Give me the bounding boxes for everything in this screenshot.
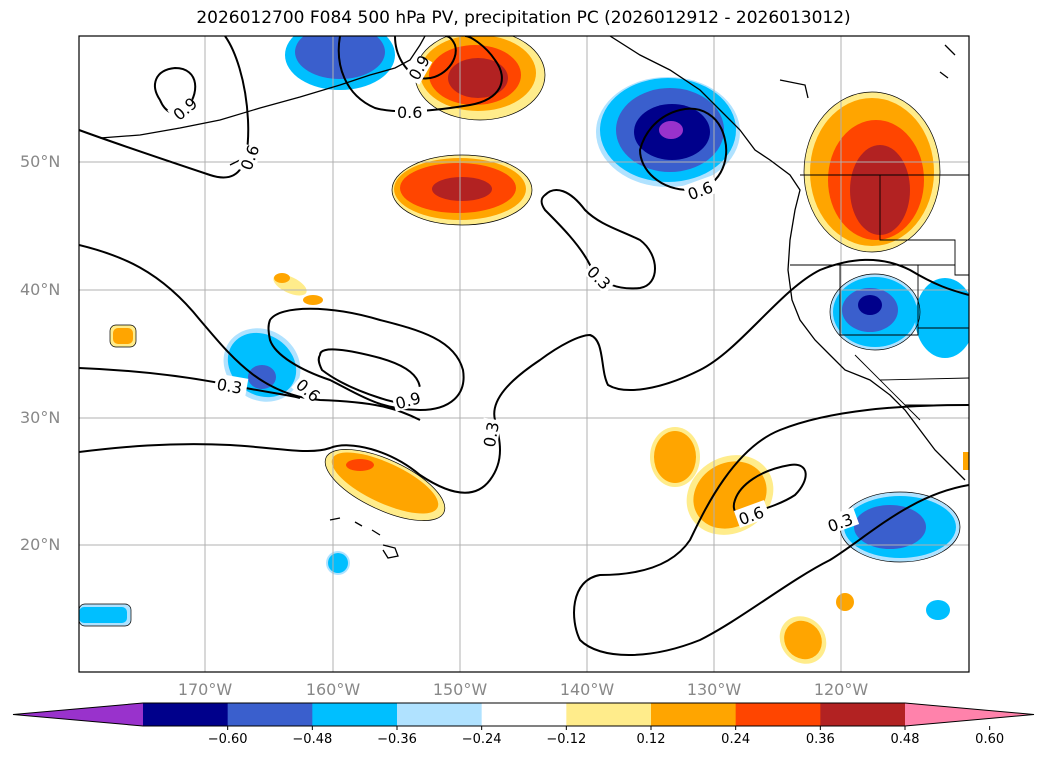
colorbar-segment — [397, 703, 483, 726]
lat-label-20n: 20°N — [20, 535, 61, 554]
colorbar-segment — [651, 703, 737, 726]
colorbar-tick-label: −0.36 — [377, 732, 417, 747]
lon-label-170w: 170°W — [177, 680, 233, 699]
map-title: 2026012700 F084 500 hPa PV, precipitatio… — [196, 8, 851, 28]
lat-label-50n: 50°N — [20, 152, 61, 171]
lat-label-30n: 30°N — [20, 408, 61, 427]
colorbar-tick-label: 0.24 — [721, 732, 751, 747]
map-frame — [78, 35, 970, 673]
lon-label-160w: 160°W — [305, 680, 361, 699]
lon-label-140w: 140°W — [559, 680, 615, 699]
colorbar-segment — [820, 703, 906, 726]
colorbar-extend-max — [905, 703, 1034, 726]
colorbar-tick-label: −0.48 — [292, 732, 333, 747]
colorbar — [12, 702, 1035, 730]
colorbar-extend-min — [13, 703, 143, 726]
coastlines — [99, 36, 966, 559]
map-plot-area: 0.9 0.6 0.9 0.6 0.6 0.6 0.3 0.3 0.6 0.9 … — [79, 36, 969, 672]
contour-label: 0.3 — [480, 420, 503, 448]
colorbar-tick-label: 0.60 — [975, 732, 1005, 747]
colorbar-segment — [735, 703, 821, 726]
graticule — [79, 36, 969, 672]
lat-label-40n: 40°N — [20, 280, 61, 299]
colorbar-tick-label: −0.24 — [461, 732, 502, 747]
colorbar-segment — [227, 703, 313, 726]
shading-outlines — [79, 36, 961, 627]
colorbar-tick-label: 0.12 — [636, 732, 666, 747]
precip-shading — [79, 36, 969, 664]
contour-label: 0.3 — [215, 375, 243, 398]
colorbar-segment — [143, 703, 229, 726]
colorbar-segment — [312, 703, 398, 726]
contour-label: 0.6 — [397, 103, 422, 122]
colorbar-segment — [566, 703, 652, 726]
colorbar-tick-label: 0.36 — [805, 732, 835, 747]
colorbar-segment — [481, 703, 567, 726]
pv-contours — [79, 36, 969, 656]
colorbar-outline — [12, 702, 1035, 727]
colorbar-tick-label: 0.48 — [890, 732, 920, 747]
lon-label-130w: 130°W — [686, 680, 742, 699]
lon-label-120w: 120°W — [813, 680, 869, 699]
colorbar-tick-label: −0.60 — [207, 732, 248, 747]
colorbar-tick-label: −0.12 — [546, 732, 587, 747]
lon-label-150w: 150°W — [432, 680, 488, 699]
contour-labels: 0.9 0.6 0.9 0.6 0.6 0.6 0.3 0.3 0.6 0.9 … — [167, 52, 860, 536]
